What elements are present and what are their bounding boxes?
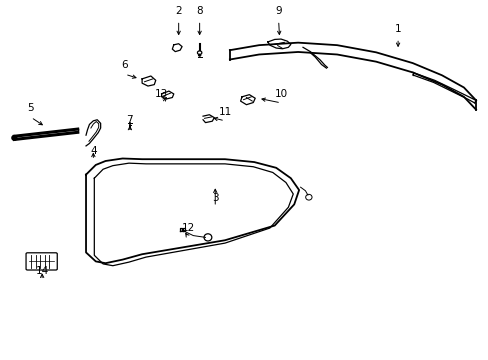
Text: 1: 1	[394, 24, 401, 34]
Text: 3: 3	[211, 193, 218, 203]
Text: 2: 2	[175, 6, 182, 16]
Text: 14: 14	[36, 266, 49, 276]
Text: 9: 9	[275, 6, 282, 16]
Text: 7: 7	[126, 116, 133, 126]
Text: 10: 10	[274, 89, 287, 99]
Text: 4: 4	[90, 146, 97, 156]
Ellipse shape	[12, 135, 17, 140]
Text: 8: 8	[196, 6, 203, 16]
Text: 5: 5	[27, 103, 34, 113]
Text: 13: 13	[155, 89, 168, 99]
Text: 12: 12	[182, 223, 195, 233]
Text: 11: 11	[218, 107, 231, 117]
Ellipse shape	[198, 54, 201, 56]
Text: 6: 6	[122, 60, 128, 70]
